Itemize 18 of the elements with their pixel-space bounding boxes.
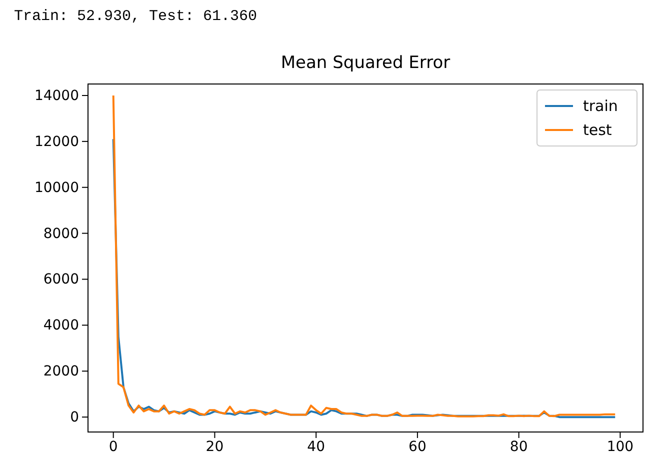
x-tick-label: 20 (206, 438, 224, 455)
y-tick-label: 8000 (43, 226, 79, 242)
chart-title: Mean Squared Error (280, 53, 450, 73)
x-tick-label: 0 (108, 438, 118, 455)
y-tick-label: 2000 (43, 364, 79, 380)
legend-label: test (583, 121, 612, 139)
x-tick-label: 40 (307, 438, 325, 455)
y-tick-label: 4000 (43, 318, 79, 334)
text: Train: 52.930, Test: 61.360 (14, 8, 258, 25)
y-tick-label: 10000 (34, 180, 79, 196)
x-tick-label: 100 (606, 438, 634, 455)
y-tick-label: 0 (70, 410, 79, 426)
y-tick-label: 14000 (34, 88, 79, 104)
legend-label: train (583, 97, 618, 115)
x-tick-label: 80 (510, 438, 528, 455)
y-tick-label: 12000 (34, 134, 79, 150)
x-tick-label: 60 (408, 438, 426, 455)
y-tick-label: 6000 (43, 272, 79, 288)
